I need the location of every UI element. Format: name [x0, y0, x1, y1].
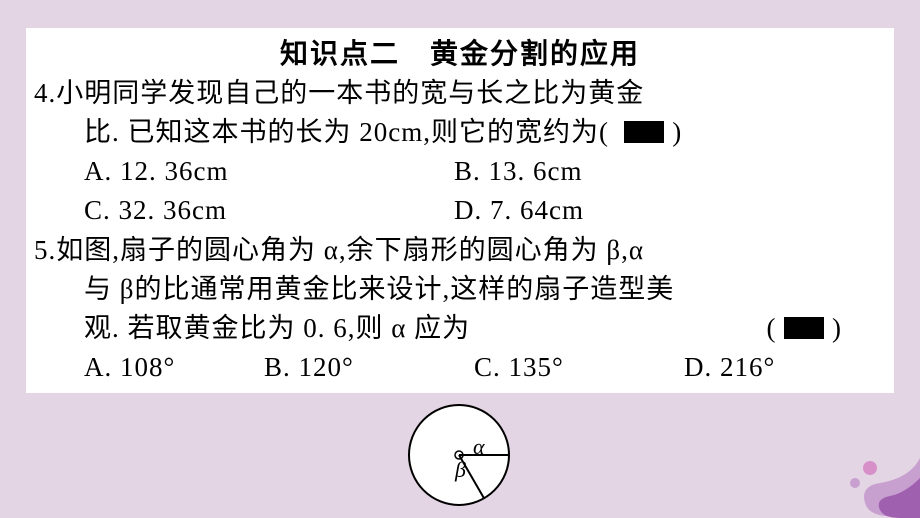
q4-text2: 比. 已知这本书的长为 20cm,则它的宽约为(: [84, 117, 609, 147]
q5-line3: 观. 若取黄金比为 0. 6,则 α 应为 ( ): [34, 309, 842, 348]
q4-paren-close: ): [672, 117, 682, 147]
svg-text:β: β: [454, 457, 466, 482]
q4-optD: D. 7. 64cm: [454, 191, 886, 230]
q5-optB: B. 120°: [264, 348, 474, 387]
q5-text1: 如图,扇子的圆心角为 α,余下扇形的圆心角为 β,α: [56, 235, 644, 265]
q4-text1: 小明同学发现自己的一本书的宽与长之比为黄金: [56, 78, 644, 108]
fan-diagram: αβ: [404, 400, 516, 512]
q5-options-row: A. 108° B. 120° C. 135° D. 216°: [34, 348, 886, 387]
q5-optA: A. 108°: [34, 348, 264, 387]
q4-optA: A. 12. 36cm: [34, 152, 454, 191]
q5-text2: 与 β的比通常用黄金比来设计,这样的扇子造型美: [84, 274, 674, 304]
q4-line2: 比. 已知这本书的长为 20cm,则它的宽约为( ): [34, 113, 886, 152]
q5-answer-wrap: ( ): [767, 309, 843, 348]
q4-answer-block: [624, 121, 664, 143]
q5-paren-close: ): [832, 313, 842, 343]
q5-number: 5.: [34, 231, 56, 270]
q5-text3: 观. 若取黄金比为 0. 6,则 α 应为: [84, 309, 470, 348]
q5-answer-block: [784, 317, 824, 339]
q4-line1: 4.小明同学发现自己的一本书的宽与长之比为黄金: [34, 74, 886, 113]
q4-options-row2: C. 32. 36cm D. 7. 64cm: [34, 191, 886, 230]
q5-line1: 5.如图,扇子的圆心角为 α,余下扇形的圆心角为 β,α: [34, 231, 886, 270]
q4-answer-paren: [617, 113, 673, 152]
q4-optC: C. 32. 36cm: [34, 191, 454, 230]
section-title: 知识点二 黄金分割的应用: [34, 32, 886, 72]
decor-icon: [810, 448, 920, 518]
q5-figure-wrap: αβ: [0, 400, 920, 517]
svg-text:α: α: [473, 434, 485, 459]
corner-decoration: [810, 448, 920, 518]
q4-options-row1: A. 12. 36cm B. 13. 6cm: [34, 152, 886, 191]
q4-number: 4.: [34, 74, 56, 113]
q5-paren-open: (: [767, 313, 777, 343]
q5-optC: C. 135°: [474, 348, 684, 387]
content-box: 知识点二 黄金分割的应用 4.小明同学发现自己的一本书的宽与长之比为黄金 比. …: [26, 28, 894, 393]
q4-optB: B. 13. 6cm: [454, 152, 886, 191]
q5-optD: D. 216°: [684, 348, 886, 387]
q5-line2: 与 β的比通常用黄金比来设计,这样的扇子造型美: [34, 270, 886, 309]
